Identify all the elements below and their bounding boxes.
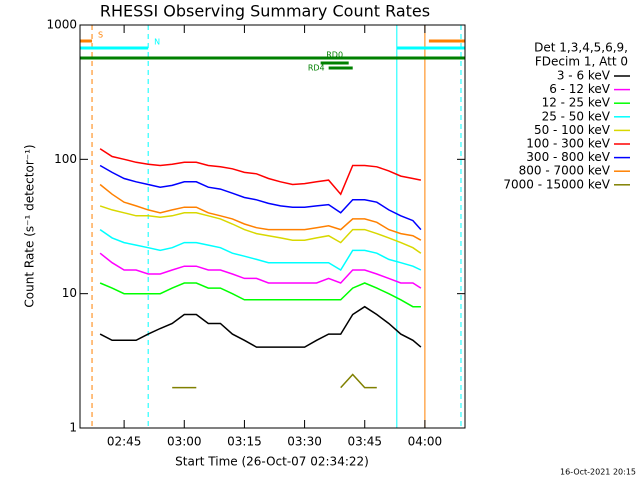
legend-label: 7000 - 15000 keV [503,177,610,191]
legend-header: Det 1,3,4,5,6,9, [534,41,628,55]
legend-label: 50 - 100 keV [534,123,611,137]
legend-label: 800 - 7000 keV [519,164,611,178]
legend-label: 300 - 800 keV [526,150,610,164]
legend-label: 3 - 6 keV [557,69,611,83]
plot-frame [79,24,466,429]
y-axis-label: Count Rate (s⁻¹ detector⁻¹) [23,144,37,307]
x-tick-label: 03:00 [167,435,202,449]
flag-label: S [98,31,103,40]
legend-header: FDecim 1, Att 0 [535,55,628,69]
legend-label: 12 - 25 keV [542,96,611,110]
series-line [99,305,422,348]
legend-label: 100 - 300 keV [526,137,610,151]
flag-label: N [154,38,160,47]
x-tick-label: 03:15 [227,435,262,449]
series-line [99,282,421,308]
footer: 16-Oct-2021 20:15 [560,468,636,477]
series-line [99,205,422,254]
x-tick-label: 04:00 [408,435,443,449]
y-tick-label: 10 [62,286,77,300]
x-axis-label: Start Time (26-Oct-07 02:34:22) [175,455,369,469]
series-line [99,183,422,241]
series-line [99,148,422,196]
series-line [172,373,377,389]
flag-label: RD0 [326,51,343,60]
legend-label: 6 - 12 keV [549,82,611,96]
y-tick-label: 100 [54,152,77,166]
series-line [99,164,422,231]
y-tick-label: 1000 [46,18,77,32]
series-line [99,252,422,289]
x-tick-label: 02:45 [107,435,142,449]
x-tick-label: 03:45 [347,435,382,449]
legend-label: 25 - 50 keV [542,109,611,123]
x-tick-label: 03:30 [287,435,322,449]
flag-label: RD4 [308,64,325,73]
series-line [99,228,422,272]
chart-title: RHESSI Observing Summary Count Rates [100,2,430,21]
y-tick-label: 1 [69,421,77,435]
